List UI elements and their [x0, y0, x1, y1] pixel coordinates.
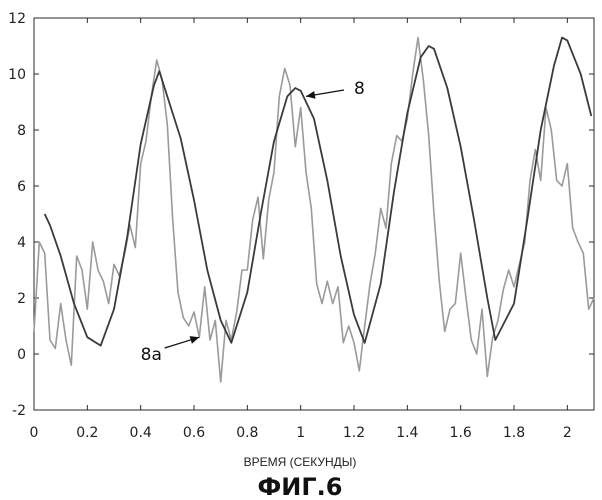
x-tick-label: 0.8	[236, 425, 258, 441]
y-tick-label: 0	[17, 347, 26, 363]
callout-label-8: 8	[354, 79, 365, 99]
x-tick-label: 0.4	[130, 425, 152, 441]
figure-caption: ФИГ.6	[258, 473, 343, 500]
y-tick-label: 12	[8, 11, 26, 27]
plot-frame	[34, 18, 594, 410]
y-tick-label: 8	[17, 123, 26, 139]
y-tick-label: 4	[17, 235, 26, 251]
callout-arrowhead-8a	[190, 336, 200, 344]
x-axis-ticks: 0 0.2 0.4 0.6 0.8 1 1.2 1.4 1.6 1.8 2	[30, 18, 572, 441]
series-line-8	[45, 38, 592, 346]
y-tick-label: 6	[17, 179, 26, 195]
y-tick-label: -2	[12, 403, 26, 419]
x-tick-label: 1.4	[396, 425, 418, 441]
callout-arrowhead-8	[306, 91, 316, 99]
y-axis-ticks: -2 0 2 4 6 8 10 12	[8, 11, 594, 419]
x-tick-label: 1.8	[503, 425, 525, 441]
x-tick-label: 1.6	[450, 425, 472, 441]
series-layer	[34, 38, 594, 382]
x-tick-label: 1	[296, 425, 305, 441]
x-tick-label: 1.2	[343, 425, 365, 441]
series-line-8a	[34, 38, 594, 382]
x-tick-label: 0.6	[183, 425, 205, 441]
x-tick-label: 2	[563, 425, 572, 441]
callout-label-8a: 8a	[141, 345, 162, 365]
y-tick-label: 2	[17, 291, 26, 307]
x-tick-label: 0	[30, 425, 39, 441]
y-tick-label: 10	[8, 67, 26, 83]
x-axis-label: ВРЕМЯ (СЕКУНДЫ)	[244, 455, 357, 469]
x-tick-label: 0.2	[76, 425, 98, 441]
